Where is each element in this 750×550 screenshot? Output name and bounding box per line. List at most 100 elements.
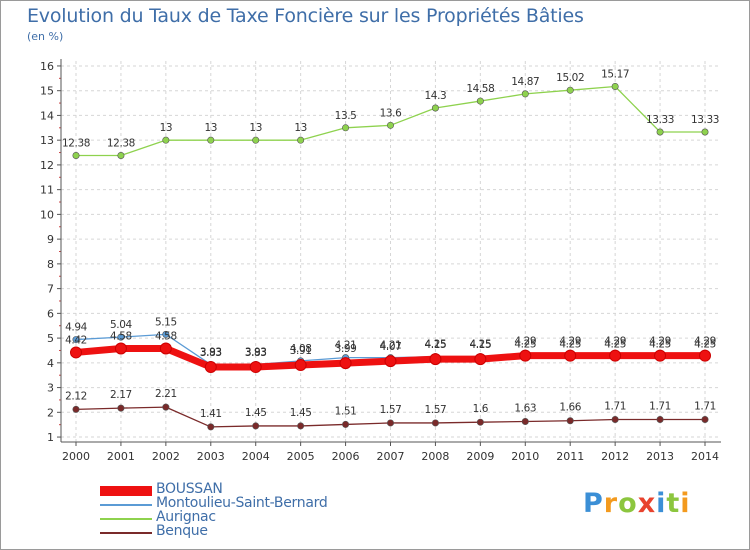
data-point bbox=[297, 422, 305, 430]
data-point bbox=[339, 357, 352, 370]
data-label: 15.17 bbox=[601, 68, 629, 80]
data-label: 4.29 bbox=[514, 336, 536, 348]
data-point bbox=[566, 86, 574, 94]
x-tick-label: 2014 bbox=[691, 450, 719, 463]
data-label: 1.71 bbox=[694, 400, 716, 412]
data-label: 4.21 bbox=[380, 340, 402, 352]
data-label: 4.58 bbox=[110, 330, 132, 342]
data-label: 1.63 bbox=[514, 402, 536, 414]
data-label: 13 bbox=[160, 122, 173, 134]
legend-label-montoulieu: Montoulieu-Saint-Bernard bbox=[156, 495, 328, 511]
data-label: 2.21 bbox=[155, 388, 177, 400]
logo-letter: x bbox=[637, 488, 657, 519]
data-label: 4.25 bbox=[649, 339, 671, 351]
data-point bbox=[384, 355, 397, 368]
data-label: 15.02 bbox=[556, 72, 584, 84]
data-point bbox=[611, 82, 619, 90]
data-label: 4.29 bbox=[559, 336, 581, 348]
data-point bbox=[162, 330, 170, 338]
data-point bbox=[609, 349, 622, 362]
data-point bbox=[431, 419, 439, 427]
data-label: 4.15 bbox=[469, 339, 491, 351]
data-label: 4.94 bbox=[65, 322, 87, 334]
y-tick-label: 5 bbox=[47, 332, 54, 345]
y-tick-label: 4 bbox=[47, 357, 54, 370]
x-tick-label: 2012 bbox=[601, 450, 629, 463]
y-tick-label: 6 bbox=[47, 307, 54, 320]
data-point bbox=[519, 349, 532, 362]
data-label: 2.17 bbox=[110, 389, 132, 401]
data-point bbox=[117, 152, 125, 160]
data-label: 5.15 bbox=[155, 316, 177, 328]
x-tick-label: 2003 bbox=[197, 450, 225, 463]
data-label: 4.29 bbox=[649, 336, 671, 348]
logo-letter: i bbox=[656, 488, 667, 519]
data-point bbox=[476, 97, 484, 105]
data-label: 13.33 bbox=[691, 114, 719, 126]
data-label: 1.57 bbox=[380, 404, 402, 416]
data-point bbox=[72, 152, 80, 160]
data-label: 4.08 bbox=[290, 343, 312, 355]
data-point bbox=[566, 417, 574, 425]
data-point bbox=[701, 415, 709, 423]
data-label: 5.04 bbox=[110, 319, 132, 331]
data-label: 4.21 bbox=[335, 340, 357, 352]
data-label: 13 bbox=[249, 122, 262, 134]
data-point bbox=[159, 342, 172, 355]
y-tick-label: 3 bbox=[47, 382, 54, 395]
data-label: 1.57 bbox=[425, 404, 447, 416]
logo-letter: t bbox=[666, 488, 681, 519]
x-tick-label: 2008 bbox=[421, 450, 449, 463]
data-label: 12.38 bbox=[62, 138, 90, 150]
data-point bbox=[207, 136, 215, 144]
y-tick-label: 14 bbox=[40, 109, 54, 122]
data-point bbox=[611, 415, 619, 423]
chart-title: Evolution du Taux de Taxe Foncière sur l… bbox=[27, 5, 584, 27]
data-label: 14.3 bbox=[425, 90, 447, 102]
data-label: 3.99 bbox=[335, 343, 357, 355]
data-label: 4.25 bbox=[469, 339, 491, 351]
y-tick-label: 7 bbox=[47, 283, 54, 296]
data-point bbox=[699, 349, 711, 362]
y-tick-label: 16 bbox=[40, 60, 54, 73]
data-point bbox=[117, 333, 125, 341]
y-tick-label: 10 bbox=[40, 208, 54, 221]
y-tick-label: 13 bbox=[40, 134, 54, 147]
data-point bbox=[656, 128, 664, 136]
x-tick-label: 2007 bbox=[377, 450, 405, 463]
data-point bbox=[476, 418, 484, 426]
data-point bbox=[207, 423, 215, 431]
data-label: 14.87 bbox=[511, 76, 539, 88]
data-point bbox=[654, 349, 667, 362]
legend-label-aurignac: Aurignac bbox=[156, 509, 216, 525]
y-tick-label: 15 bbox=[40, 85, 54, 98]
data-point bbox=[564, 349, 577, 362]
data-point bbox=[162, 136, 170, 144]
proxiti-logo: Proxiti bbox=[583, 488, 691, 519]
y-tick-label: 12 bbox=[40, 159, 54, 172]
y-tick-label: 1 bbox=[47, 431, 54, 444]
data-point bbox=[204, 361, 217, 374]
data-label: 13.33 bbox=[646, 114, 674, 126]
logo-letter: i bbox=[680, 488, 691, 519]
logo-letter: P bbox=[583, 488, 604, 519]
data-label: 4.29 bbox=[604, 336, 626, 348]
data-label: 4.42 bbox=[65, 334, 87, 346]
data-label: 1.45 bbox=[290, 407, 312, 419]
legend-swatch-montoulieu bbox=[100, 504, 152, 506]
data-point bbox=[342, 124, 350, 132]
data-label: 3.93 bbox=[200, 347, 222, 359]
y-tick-label: 2 bbox=[47, 406, 54, 419]
data-point bbox=[114, 342, 127, 355]
x-tick-label: 2011 bbox=[556, 450, 584, 463]
data-point bbox=[162, 403, 170, 411]
y-unit-label: (en %) bbox=[27, 30, 64, 43]
data-label: 12.38 bbox=[107, 138, 135, 150]
data-point bbox=[474, 353, 487, 366]
data-point bbox=[521, 90, 529, 98]
x-tick-label: 2006 bbox=[332, 450, 360, 463]
data-label: 2.12 bbox=[65, 390, 87, 402]
data-point bbox=[252, 422, 260, 430]
data-label: 1.6 bbox=[473, 403, 489, 415]
